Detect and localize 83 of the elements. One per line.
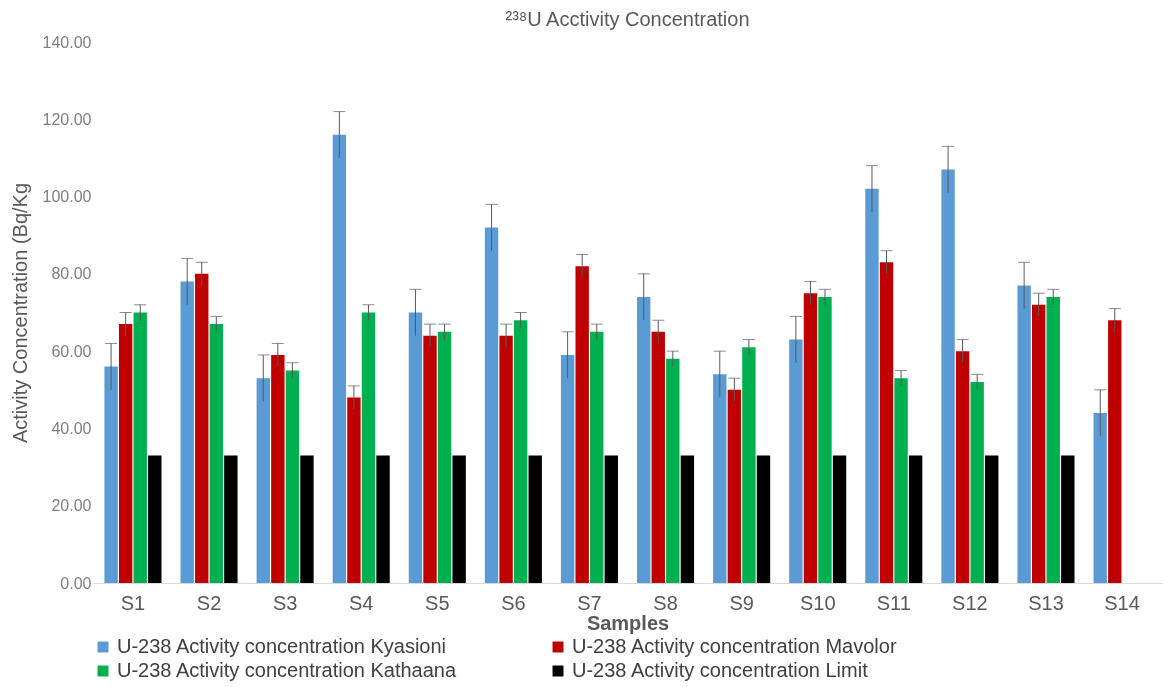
bar (271, 355, 285, 583)
bar (1108, 320, 1122, 583)
chart-title: ²³⁸U Acctivity Concentration (505, 8, 750, 30)
bar (865, 188, 879, 583)
y-axis-title: Activity Concentration (Bq/Kg (8, 182, 31, 444)
bar (408, 312, 423, 583)
x-tick-label: S9 (729, 591, 754, 614)
x-tick-label: S13 (1028, 591, 1064, 614)
x-tick-label: S4 (348, 591, 374, 614)
bar (590, 331, 604, 583)
x-tick-label: S1 (120, 591, 146, 614)
bar (437, 331, 452, 583)
bar (756, 455, 771, 583)
legend-label: U-238 Activity concentration Kathaana (117, 659, 457, 681)
bar (803, 293, 818, 583)
x-tick-label: S6 (501, 591, 526, 614)
x-tick-label: S14 (1104, 591, 1140, 614)
bar (528, 455, 542, 583)
bar (332, 134, 347, 583)
bar (104, 366, 118, 583)
bar (832, 455, 847, 583)
bar (256, 378, 270, 583)
bar (1046, 297, 1060, 583)
y-tick-label: 100.00 (42, 188, 92, 206)
x-tick-label: S2 (196, 591, 222, 614)
legend-label: U-238 Activity concentration Limit (572, 659, 869, 681)
bar (789, 339, 803, 583)
bar (970, 382, 984, 583)
x-axis-title: Samples (586, 611, 670, 634)
bar (423, 335, 437, 583)
bar (985, 455, 999, 583)
bar (180, 281, 194, 583)
y-tick-label: 120.00 (42, 110, 92, 128)
bar (513, 320, 528, 583)
x-tick-label: S11 (876, 591, 911, 614)
bar (955, 351, 970, 583)
bar (941, 169, 955, 583)
bar (560, 355, 575, 583)
bar (285, 370, 300, 583)
bar (680, 455, 695, 583)
bar (118, 324, 133, 583)
bar (484, 227, 499, 583)
bar (1093, 412, 1107, 583)
y-tick-label: 140.00 (42, 33, 92, 51)
x-tick-label: S7 (577, 591, 602, 614)
x-tick-label: S3 (272, 591, 298, 614)
bar (651, 331, 665, 583)
x-tick-label: S5 (425, 591, 450, 614)
bar (666, 358, 680, 583)
bar (376, 455, 390, 583)
y-tick-label: 0.00 (60, 574, 92, 592)
bar (1061, 455, 1075, 583)
bar (908, 455, 923, 583)
bar (499, 335, 513, 583)
bar (361, 312, 376, 583)
bar (604, 455, 618, 583)
bar (575, 266, 589, 583)
bar (195, 273, 209, 583)
legend-label: U-238 Activity concentration Kyasioni (117, 635, 447, 657)
bar (1017, 285, 1031, 583)
y-tick-label: 20.00 (51, 497, 92, 515)
bar (452, 455, 466, 583)
bar (347, 397, 361, 583)
bar (818, 297, 832, 583)
bar (713, 374, 727, 583)
y-tick-label: 60.00 (51, 342, 92, 360)
bar (879, 262, 894, 583)
y-tick-label: 40.00 (51, 419, 92, 437)
bar (300, 455, 314, 583)
x-tick-label: S12 (952, 591, 988, 614)
bar (894, 378, 908, 583)
bar (224, 455, 238, 583)
legend-label: U-238 Activity concentration Mavolor (572, 635, 897, 657)
bar (727, 389, 742, 583)
y-tick-label: 80.00 (51, 265, 92, 283)
bar (209, 324, 224, 583)
bar (133, 312, 147, 583)
bar (148, 455, 162, 583)
bar (1031, 304, 1046, 583)
x-tick-label: S10 (799, 591, 836, 614)
x-tick-label: S8 (653, 591, 678, 614)
bar (742, 347, 756, 583)
bar (637, 297, 651, 583)
